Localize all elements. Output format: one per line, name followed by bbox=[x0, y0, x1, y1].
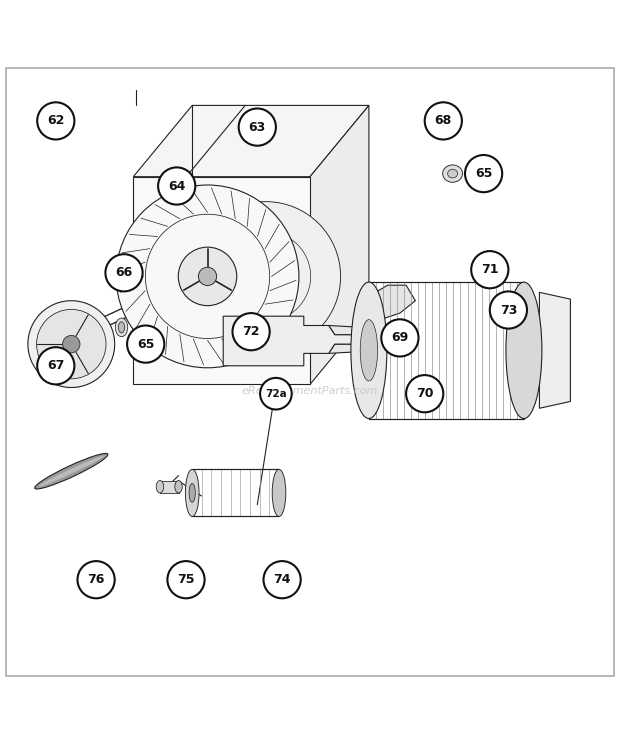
Circle shape bbox=[37, 310, 106, 379]
Circle shape bbox=[191, 202, 340, 351]
Ellipse shape bbox=[175, 481, 182, 493]
Bar bbox=[160, 481, 179, 493]
Polygon shape bbox=[366, 285, 415, 322]
Polygon shape bbox=[133, 177, 310, 385]
Circle shape bbox=[490, 292, 527, 329]
Ellipse shape bbox=[448, 169, 458, 178]
Circle shape bbox=[63, 336, 80, 353]
Text: 72a: 72a bbox=[265, 388, 287, 399]
Text: 73: 73 bbox=[500, 304, 517, 316]
Polygon shape bbox=[133, 106, 369, 177]
Text: 75: 75 bbox=[177, 573, 195, 586]
Ellipse shape bbox=[118, 321, 125, 333]
Ellipse shape bbox=[360, 320, 378, 381]
Circle shape bbox=[264, 561, 301, 598]
Text: 66: 66 bbox=[115, 266, 133, 279]
Circle shape bbox=[158, 167, 195, 205]
Text: 71: 71 bbox=[481, 263, 498, 276]
Circle shape bbox=[37, 347, 74, 385]
Circle shape bbox=[28, 301, 115, 388]
Ellipse shape bbox=[38, 456, 104, 487]
Circle shape bbox=[78, 561, 115, 598]
Bar bbox=[369, 282, 524, 418]
Circle shape bbox=[198, 267, 216, 286]
Text: 69: 69 bbox=[391, 331, 409, 344]
Polygon shape bbox=[223, 316, 356, 366]
Circle shape bbox=[465, 155, 502, 192]
Ellipse shape bbox=[189, 484, 195, 502]
Circle shape bbox=[179, 247, 237, 306]
Text: 67: 67 bbox=[47, 359, 64, 372]
Circle shape bbox=[381, 319, 419, 356]
Circle shape bbox=[116, 185, 299, 368]
Ellipse shape bbox=[35, 453, 108, 489]
Circle shape bbox=[425, 102, 462, 139]
Circle shape bbox=[260, 378, 292, 409]
Circle shape bbox=[239, 109, 276, 146]
Circle shape bbox=[167, 561, 205, 598]
Circle shape bbox=[37, 102, 74, 139]
Circle shape bbox=[105, 254, 143, 292]
Text: 76: 76 bbox=[87, 573, 105, 586]
Text: 70: 70 bbox=[416, 387, 433, 400]
Circle shape bbox=[127, 325, 164, 363]
Ellipse shape bbox=[156, 481, 164, 493]
Ellipse shape bbox=[506, 282, 542, 418]
Ellipse shape bbox=[115, 318, 128, 336]
Circle shape bbox=[251, 261, 281, 292]
Circle shape bbox=[406, 375, 443, 412]
Bar bbox=[192, 469, 279, 516]
Text: eReplacementParts.com: eReplacementParts.com bbox=[242, 385, 378, 396]
Polygon shape bbox=[310, 106, 369, 385]
Ellipse shape bbox=[272, 469, 286, 516]
Polygon shape bbox=[539, 292, 570, 408]
Text: 65: 65 bbox=[137, 338, 154, 350]
Text: 74: 74 bbox=[273, 573, 291, 586]
Text: 72: 72 bbox=[242, 325, 260, 339]
Ellipse shape bbox=[443, 165, 463, 182]
Text: 65: 65 bbox=[475, 167, 492, 180]
Text: 68: 68 bbox=[435, 115, 452, 127]
Text: 64: 64 bbox=[168, 179, 185, 193]
Ellipse shape bbox=[185, 469, 199, 516]
Circle shape bbox=[471, 251, 508, 288]
Polygon shape bbox=[329, 326, 397, 353]
Text: 63: 63 bbox=[249, 121, 266, 134]
Circle shape bbox=[232, 313, 270, 350]
Ellipse shape bbox=[351, 282, 387, 418]
Text: 62: 62 bbox=[47, 115, 64, 127]
